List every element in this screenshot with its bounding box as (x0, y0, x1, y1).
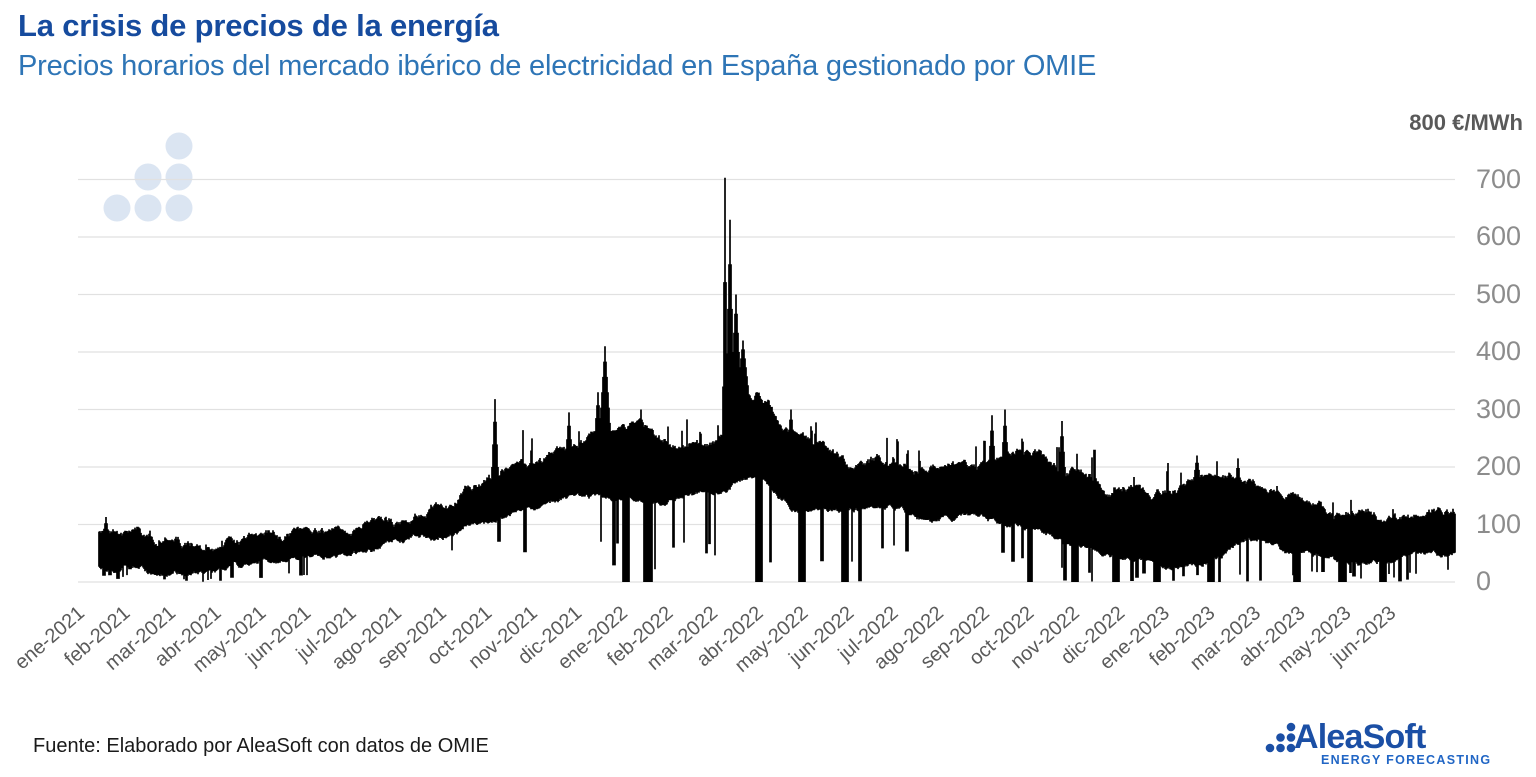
dot (134, 163, 162, 191)
dot (1265, 743, 1275, 753)
dot (1276, 743, 1285, 753)
dot (165, 163, 193, 191)
y-axis-unit-label: 800 €/MWh (1409, 110, 1523, 135)
page-title: La crisis de precios de la energía (18, 8, 499, 43)
y-tick-label: 0 (1476, 566, 1492, 596)
page-subtitle: Precios horarios del mercado ibérico de … (18, 50, 1097, 82)
logo-name: AleaSoft (1294, 718, 1426, 756)
y-tick-label: 600 (1476, 221, 1522, 251)
watermark-dots-triangle-icon (103, 132, 193, 222)
y-tick-label: 300 (1476, 393, 1522, 424)
dot (1286, 722, 1296, 732)
source-note: Fuente: Elaborado por AleaSoft con datos… (33, 735, 489, 757)
logo-dots-triangle-icon (1265, 722, 1296, 753)
y-tick-label: 500 (1476, 278, 1522, 309)
dot (134, 194, 162, 222)
dot (165, 194, 193, 222)
dot (103, 194, 131, 222)
dot (1276, 733, 1285, 742)
y-tick-label: 400 (1476, 336, 1522, 366)
logo-tagline: ENERGY FORECASTING (1321, 753, 1492, 767)
y-tick-label: 700 (1476, 163, 1522, 194)
aleasoft-logo: AleaSoft ENERGY FORECASTING (1262, 716, 1492, 772)
y-tick-label: 100 (1476, 508, 1522, 539)
dot (1286, 733, 1296, 742)
price-series-line (98, 177, 1456, 582)
dot (165, 132, 193, 160)
y-tick-label: 200 (1476, 451, 1522, 481)
dot (1286, 743, 1296, 753)
